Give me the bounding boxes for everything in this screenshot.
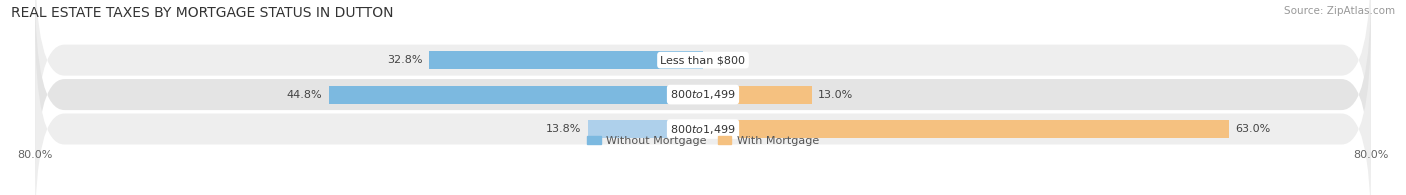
Text: $800 to $1,499: $800 to $1,499 [671,88,735,101]
Text: 0.0%: 0.0% [710,55,738,65]
Text: 44.8%: 44.8% [287,90,322,100]
FancyBboxPatch shape [35,24,1371,195]
Bar [588,120,703,138]
Text: Less than $800: Less than $800 [661,55,745,65]
FancyBboxPatch shape [35,0,1371,165]
Text: 13.0%: 13.0% [818,90,853,100]
Bar [329,86,703,104]
Legend: Without Mortgage, With Mortgage: Without Mortgage, With Mortgage [588,136,818,146]
Text: REAL ESTATE TAXES BY MORTGAGE STATUS IN DUTTON: REAL ESTATE TAXES BY MORTGAGE STATUS IN … [11,6,394,20]
Text: 32.8%: 32.8% [387,55,422,65]
Text: 13.8%: 13.8% [546,124,581,134]
Text: 63.0%: 63.0% [1236,124,1271,134]
Text: $800 to $1,499: $800 to $1,499 [671,122,735,136]
Bar [703,120,1229,138]
FancyBboxPatch shape [35,0,1371,195]
Bar [429,51,703,69]
Bar [703,86,811,104]
Text: Source: ZipAtlas.com: Source: ZipAtlas.com [1284,6,1395,16]
